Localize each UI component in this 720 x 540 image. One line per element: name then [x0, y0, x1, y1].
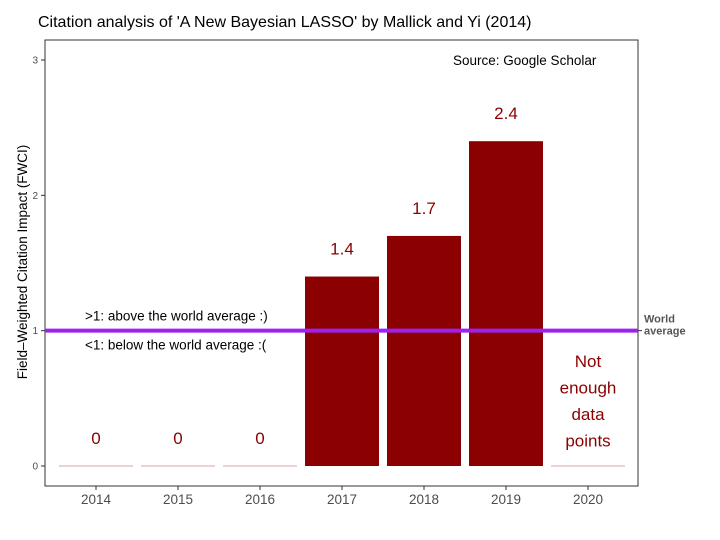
- not-enough-data-line: data: [571, 405, 605, 424]
- bar-labels: 0 0 0 1.4 1.7 2.4: [91, 104, 518, 448]
- chart-title: Citation analysis of 'A New Bayesian LAS…: [38, 14, 531, 31]
- bar-value-label: 1.7: [412, 199, 436, 218]
- bar-value-label: 1.4: [330, 240, 354, 259]
- world-average-label-line: World: [644, 314, 675, 326]
- bar: [305, 276, 379, 466]
- y-tick-label: 1: [32, 326, 38, 337]
- bars: [59, 141, 625, 467]
- not-enough-data-label: Not enough data points: [560, 352, 617, 451]
- x-axis-ticks: 2014 2015 2016 2017 2018 2019 2020: [81, 486, 603, 507]
- not-enough-data-line: points: [565, 432, 610, 451]
- bar: [387, 235, 461, 466]
- source-note: Source: Google Scholar: [453, 53, 597, 68]
- below-average-annotation: <1: below the world average :(: [85, 338, 267, 353]
- x-tick-label: 2015: [163, 492, 193, 507]
- x-tick-label: 2017: [327, 492, 357, 507]
- y-axis-label: Field–Weighted Citation Impact (FWCI): [15, 145, 30, 380]
- bar: [469, 141, 543, 466]
- world-average-label-line: average: [644, 326, 686, 338]
- bar-value-label: 0: [173, 429, 182, 448]
- x-tick-label: 2020: [573, 492, 603, 507]
- not-enough-data-line: Not: [575, 352, 602, 371]
- x-tick-label: 2018: [409, 492, 439, 507]
- x-tick-label: 2016: [245, 492, 275, 507]
- above-average-annotation: >1: above the world average :): [85, 309, 268, 324]
- x-tick-label: 2014: [81, 492, 112, 507]
- x-tick-label: 2019: [491, 492, 521, 507]
- not-enough-data-line: enough: [560, 379, 617, 398]
- bar-value-label: 0: [255, 429, 264, 448]
- y-axis-ticks: 0 1 2 3: [32, 56, 45, 473]
- bar-value-label: 0: [91, 429, 100, 448]
- y-tick-label: 3: [32, 56, 38, 67]
- y-tick-label: 2: [32, 191, 38, 202]
- y-tick-label: 0: [32, 462, 38, 473]
- bar-value-label: 2.4: [494, 104, 518, 123]
